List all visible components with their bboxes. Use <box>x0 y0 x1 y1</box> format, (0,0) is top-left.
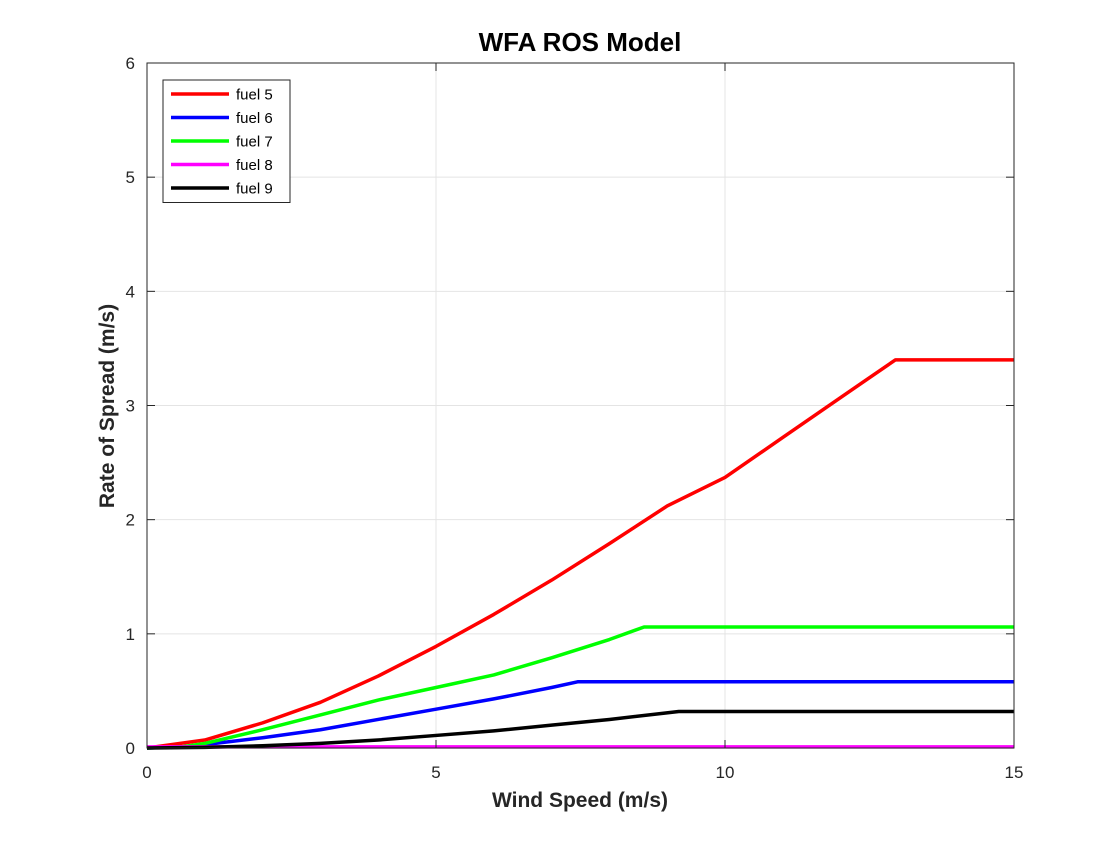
series-line-fuel-5 <box>146 358 1014 750</box>
legend-entry-label: fuel 7 <box>236 134 273 151</box>
legend: fuel 5 fuel 6 fuel 7 fuel 8 fuel 9 <box>162 79 291 203</box>
x-tick-label: 0 <box>142 763 151 782</box>
x-axis-label: Wind Speed (m/s) <box>492 789 668 812</box>
series-line-fuel-9 <box>146 709 1014 750</box>
x-tick-label: 10 <box>716 763 735 782</box>
tick-labels: 0 5 10 15 0 1 2 3 4 5 6 <box>126 54 1024 782</box>
y-tick-label: 5 <box>126 168 135 187</box>
y-tick-label: 4 <box>126 282 135 301</box>
chart-title: WFA ROS Model <box>479 27 682 57</box>
y-axis-label: Rate of Spread (m/s) <box>96 304 119 508</box>
x-tick-label: 15 <box>1005 763 1024 782</box>
legend-entry-label: fuel 5 <box>236 87 273 104</box>
y-tick-label: 6 <box>126 54 135 73</box>
x-tick-label: 5 <box>431 763 440 782</box>
y-tick-label: 2 <box>126 511 135 530</box>
series-line-fuel-7 <box>146 625 1014 750</box>
y-tick-label: 3 <box>126 397 135 416</box>
legend-entry-label: fuel 8 <box>236 157 273 174</box>
legend-entry-label: fuel 6 <box>236 110 273 127</box>
legend-entry-label: fuel 9 <box>236 181 273 198</box>
series-lines <box>146 358 1014 750</box>
y-tick-label: 0 <box>126 739 135 758</box>
y-tick-label: 1 <box>126 625 135 644</box>
tick-marks <box>146 62 1015 749</box>
